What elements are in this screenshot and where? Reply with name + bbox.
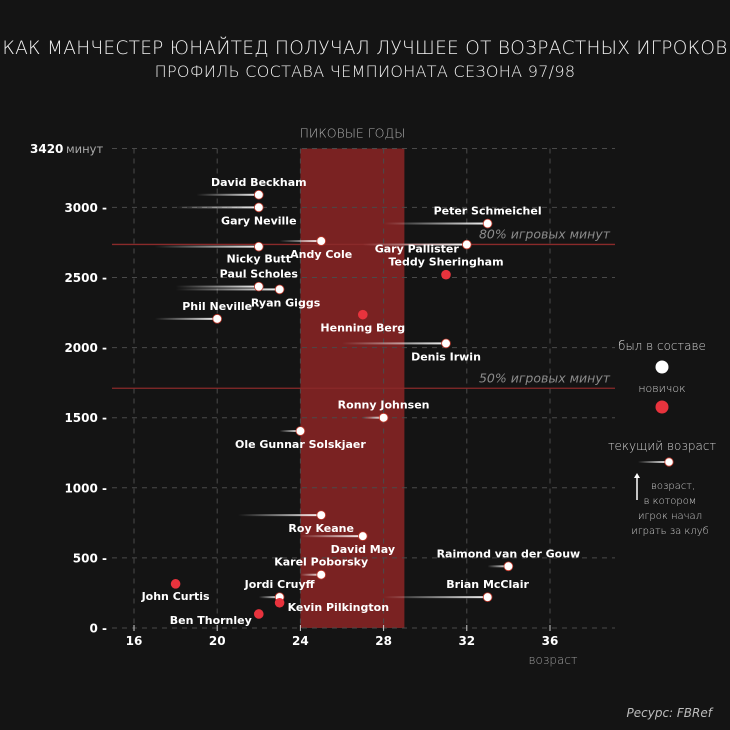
legend-joined-age-text: в котором xyxy=(644,496,697,507)
player-dot xyxy=(253,202,264,213)
y-tick-label: 1000 - xyxy=(64,481,107,495)
tenure-trail xyxy=(258,596,280,599)
tenure-trail xyxy=(383,596,488,599)
player-label: Brian McClair xyxy=(446,578,529,591)
player-label: Jordi Cruyff xyxy=(244,578,315,591)
tenure-trail xyxy=(362,243,467,246)
player-dot xyxy=(316,510,327,520)
x-tick-label: 24 xyxy=(292,634,309,648)
player-label: John Curtis xyxy=(141,590,210,603)
player-dot xyxy=(295,426,306,436)
y-tick-label: 2500 - xyxy=(64,271,107,285)
player-dot xyxy=(441,269,451,280)
player-label: Nicky Butt xyxy=(227,253,292,266)
legend-joined-age-text: возраст, xyxy=(651,481,695,492)
player-dot xyxy=(358,309,368,320)
tenure-trail xyxy=(154,245,259,248)
player-label: Paul Scholes xyxy=(220,268,299,281)
legend-current-age-label: текущий возраст xyxy=(608,439,717,453)
legend-joined-age-text: игрок начал xyxy=(638,511,702,522)
player-label: Kevin Pilkington xyxy=(288,601,389,614)
player-dot xyxy=(212,314,223,324)
reference-line-label: 80% игровых минут xyxy=(479,226,611,241)
player-dot xyxy=(253,189,264,200)
player-label: Phil Neville xyxy=(182,300,252,313)
tenure-trail xyxy=(196,193,259,196)
player-dot xyxy=(253,241,264,252)
legend-trail xyxy=(638,461,669,463)
legend-newcomer-dot xyxy=(655,400,669,414)
tenure-trail xyxy=(300,573,322,576)
tenure-trail xyxy=(383,222,488,225)
y-tick-label: 0 - xyxy=(89,622,107,636)
player-label: Teddy Sheringham xyxy=(388,256,503,269)
tenure-trail xyxy=(342,342,446,345)
x-tick-label: 28 xyxy=(375,634,392,648)
player-dot xyxy=(253,281,264,292)
reference-line-label: 50% игровых минут xyxy=(479,370,611,385)
tenure-trail xyxy=(154,317,218,320)
player-dot xyxy=(357,531,368,541)
player-dot xyxy=(503,561,514,572)
tenure-trail xyxy=(238,514,322,517)
chart-subtitle: ПРОФИЛЬ СОСТАВА ЧЕМПИОНАТА СЕЗОНА 97/98 xyxy=(154,62,576,81)
legend-existing-label: был в составе xyxy=(618,339,706,353)
player-label: Raimond van der Gouw xyxy=(437,547,581,560)
player-dot xyxy=(274,284,285,295)
tenure-trail xyxy=(279,430,301,433)
tenure-trail xyxy=(175,288,280,291)
player-dot xyxy=(316,569,327,580)
y-axis-unit: минут xyxy=(66,142,103,156)
legend-arrow-head xyxy=(634,473,640,478)
player-label: Ole Gunnar Solskjaer xyxy=(235,438,366,451)
player-dot xyxy=(461,239,472,250)
player-dot xyxy=(274,597,285,608)
y-tick-label: 1500 - xyxy=(64,411,107,425)
chart-title: КАК МАНЧЕСТЕР ЮНАЙТЕД ПОЛУЧАЛ ЛУЧШЕЕ ОТ … xyxy=(2,38,728,59)
player-label: David Beckham xyxy=(211,176,307,189)
player-dot xyxy=(316,236,327,246)
player-dot xyxy=(482,592,493,602)
player-dot xyxy=(253,609,264,619)
tenure-trail xyxy=(175,206,259,209)
peak-years-label: ПИКОВЫЕ ГОДЫ xyxy=(300,126,406,141)
tenure-trail xyxy=(175,285,259,288)
player-dot xyxy=(378,412,389,423)
x-axis-label: возраст xyxy=(528,653,577,667)
x-tick-label: 16 xyxy=(126,634,143,648)
player-label: Ryan Giggs xyxy=(251,296,321,309)
player-dot xyxy=(170,579,181,589)
legend-newcomer-label: новичок xyxy=(638,382,685,395)
y-max-label: 3420 xyxy=(30,142,63,156)
player-dot xyxy=(441,338,451,349)
tenure-trail xyxy=(279,240,322,243)
player-label: Roy Keane xyxy=(288,522,354,535)
y-tick-label: 500 - xyxy=(73,551,107,565)
player-label: Gary Pallister xyxy=(375,243,460,256)
legend-joined-age-text: играть за клуб xyxy=(631,525,709,537)
tenure-trail xyxy=(362,416,384,419)
player-dot xyxy=(482,218,493,229)
x-tick-label: 20 xyxy=(209,634,226,648)
player-label: Andy Cole xyxy=(290,248,352,261)
y-tick-label: 3000 - xyxy=(64,201,107,215)
y-tick-label: 2000 - xyxy=(64,341,107,355)
player-label: David May xyxy=(331,543,395,556)
source-credit: Ресурс: FBRef xyxy=(626,706,712,720)
player-label: Henning Berg xyxy=(320,322,405,335)
player-label: Ronny Johnsen xyxy=(338,399,430,412)
tenure-trail xyxy=(487,565,509,568)
legend-existing-dot xyxy=(655,360,669,374)
player-label: Karel Poborsky xyxy=(274,556,368,569)
player-label: Denis Irwin xyxy=(411,350,481,363)
legend-current-age-dot xyxy=(664,457,674,467)
player-label: Peter Schmeichel xyxy=(434,205,542,218)
player-label: Gary Neville xyxy=(221,214,297,227)
tenure-trail xyxy=(300,535,363,538)
player-label: Ben Thornley xyxy=(170,614,252,627)
x-tick-label: 32 xyxy=(458,634,475,648)
x-tick-label: 36 xyxy=(542,634,559,648)
